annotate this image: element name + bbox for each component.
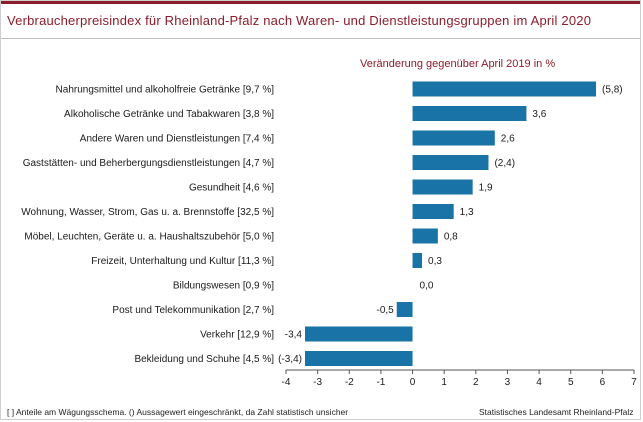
footnote: [ ] Anteile am Wägungsschema. () Aussage… — [7, 407, 349, 417]
category-label: Gaststätten- und Beherbergungsdienstleis… — [23, 158, 274, 169]
bar — [412, 155, 489, 170]
category-label: Bekleidung und Schuhe [4,5 %] — [134, 354, 274, 365]
category-label: Alkoholische Getränke und Tabakwaren [3,… — [64, 109, 274, 120]
category-label: Andere Waren und Dienstleistungen [7,4 %… — [80, 134, 274, 145]
x-tick-label: 3 — [505, 377, 511, 388]
x-tick-label: -4 — [282, 377, 291, 388]
x-tick-label: 6 — [600, 377, 606, 388]
category-label: Bildungswesen [0,9 %] — [173, 281, 274, 292]
bar — [412, 253, 423, 268]
value-label: 1,3 — [460, 207, 474, 218]
value-label: 0,3 — [428, 256, 442, 267]
x-tick-label: 5 — [568, 377, 574, 388]
top-accent-bar — [1, 1, 640, 4]
x-axis-group: -4 -3 -2 -1 0 1 2 3 4 5 6 7 — [282, 369, 637, 388]
bars-group — [304, 81, 597, 366]
category-label: Post und Telekommunikation [2,7 %] — [112, 305, 274, 316]
value-label: -0,5 — [376, 305, 394, 316]
bar — [412, 179, 473, 195]
x-tick-label: 0 — [410, 377, 416, 388]
category-label: Möbel, Leuchten, Geräte u. a. Haushaltsz… — [24, 232, 274, 243]
category-label: Wohnung, Wasser, Strom, Gas u. a. Brenns… — [21, 207, 274, 218]
category-label: Gesundheit [4,6 %] — [189, 183, 274, 194]
source-credit: Statistisches Landesamt Rheinland-Pfalz — [479, 407, 634, 417]
bar — [412, 130, 495, 146]
x-tick-label: 1 — [441, 377, 447, 388]
bar — [396, 302, 413, 317]
bar — [304, 326, 413, 342]
category-label: Nahrungsmittel und alkoholfreie Getränke… — [56, 85, 275, 96]
value-label: (2,4) — [494, 158, 515, 169]
value-label: (-3,4) — [278, 354, 302, 365]
chart-subtitle: Veränderung gegenüber April 2019 in % — [360, 58, 556, 70]
value-label: 3,6 — [532, 109, 546, 120]
x-tick-label: -1 — [376, 377, 385, 388]
x-tick-label: -2 — [345, 377, 354, 388]
bar — [412, 81, 597, 97]
bar — [412, 228, 438, 244]
bar — [304, 351, 413, 366]
bar — [412, 106, 527, 121]
x-tick-label: 7 — [631, 377, 637, 388]
value-label: 1,9 — [479, 183, 493, 194]
value-label: (5,8) — [602, 85, 623, 96]
value-label: 0,0 — [420, 281, 434, 292]
x-tick-label: 2 — [473, 377, 479, 388]
value-labels-group: (5,8) 3,6 2,6 (2,4) 1,9 1,3 0,8 0,3 0,0 -0,5 -3,4 (… — [278, 85, 623, 366]
category-label: Freizeit, Unterhaltung und Kultur [11,3 … — [91, 256, 274, 267]
value-label: -3,4 — [285, 330, 303, 341]
title-divider — [1, 38, 640, 39]
bar — [412, 204, 454, 219]
chart-title: Verbraucherpreisindex für Rheinland-Pfal… — [7, 13, 592, 28]
category-label: Verkehr [12,9 %] — [200, 330, 274, 341]
x-tick-label: -3 — [313, 377, 322, 388]
category-labels-group: Nahrungsmittel und alkoholfreie Getränke… — [21, 85, 274, 366]
x-tick-label: 4 — [536, 377, 542, 388]
value-label: 0,8 — [444, 232, 458, 243]
value-label: 2,6 — [501, 134, 515, 145]
